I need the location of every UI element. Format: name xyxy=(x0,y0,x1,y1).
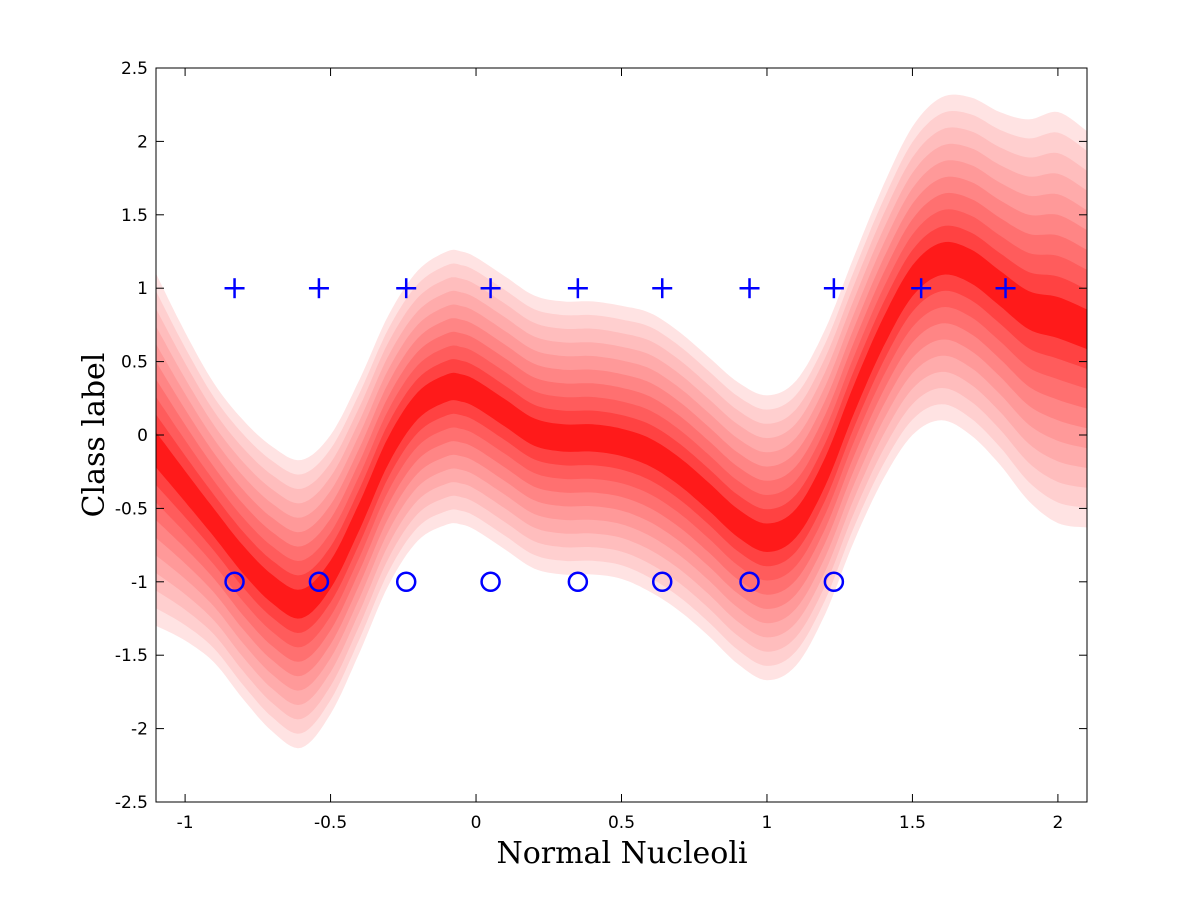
circle-marker xyxy=(395,571,417,593)
y-tick-label: -2 xyxy=(131,720,148,740)
y-tick-label: -0.5 xyxy=(115,499,148,519)
y-tick-label: -1.5 xyxy=(115,646,148,666)
plus-marker xyxy=(823,278,844,299)
y-tick-label: 1 xyxy=(137,279,148,299)
circle-marker xyxy=(823,571,845,593)
plus-marker xyxy=(739,278,760,299)
x-tick-label: 1.5 xyxy=(899,813,926,833)
y-tick-label: 0.5 xyxy=(121,353,148,373)
y-tick-label: 2.5 xyxy=(121,59,148,79)
x-tick-label: 0.5 xyxy=(608,813,635,833)
y-axis-ticks: 2.5 2 1.5 1 0.5 0 -0.5 -1 -1.5 -2 -2.5 xyxy=(115,59,1087,813)
y-tick-label: -1 xyxy=(131,573,148,593)
plus-marker xyxy=(480,278,501,299)
band-level-10 xyxy=(156,241,1087,619)
plus-marker xyxy=(224,278,245,299)
x-tick-label: 0 xyxy=(471,813,482,833)
x-tick-label: 2 xyxy=(1052,813,1063,833)
circle-marker xyxy=(567,571,589,593)
plus-marker xyxy=(396,278,417,299)
x-axis-title: Normal Nucleoli xyxy=(496,836,747,871)
circle-marker xyxy=(308,571,330,593)
y-axis-title: Class label xyxy=(77,353,112,518)
y-tick-label: 0 xyxy=(137,426,148,446)
y-tick-label: 2 xyxy=(137,132,148,152)
plus-marker xyxy=(308,278,329,299)
x-axis-ticks: -1 -0.5 0 0.5 1 1.5 2 xyxy=(177,68,1063,833)
plus-marker xyxy=(995,278,1016,299)
plus-marker xyxy=(567,278,588,299)
circle-marker xyxy=(480,571,501,593)
data-markers xyxy=(224,278,1016,593)
x-tick-label: -0.5 xyxy=(314,813,347,833)
x-tick-label: 1 xyxy=(762,813,773,833)
y-tick-label: -2.5 xyxy=(115,793,148,813)
plus-marker xyxy=(911,278,932,299)
circle-marker xyxy=(651,571,673,593)
circle-marker xyxy=(739,571,760,593)
x-tick-label: -1 xyxy=(177,813,194,833)
circle-marker xyxy=(224,571,245,593)
plus-marker xyxy=(652,278,673,299)
y-tick-label: 1.5 xyxy=(121,206,148,226)
confidence-band xyxy=(156,94,1087,749)
